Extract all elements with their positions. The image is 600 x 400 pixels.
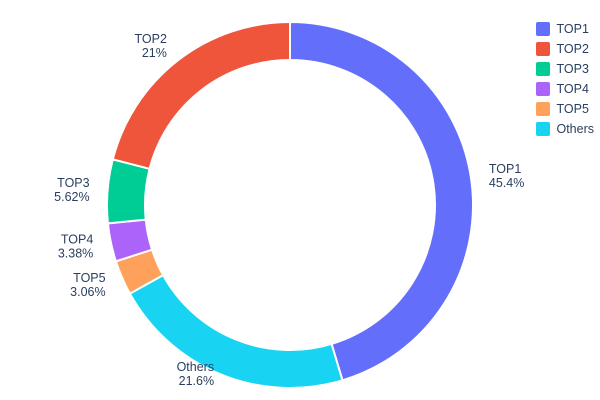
legend-item-top1[interactable]: TOP1 xyxy=(536,22,594,36)
slice-label-name-top5: TOP5 xyxy=(73,271,105,285)
slice-label-pct-top2: 21% xyxy=(142,46,167,60)
legend-swatch-top4 xyxy=(536,82,551,96)
slice-label-pct-top3: 5.62% xyxy=(54,190,89,204)
slice-label-pct-top5: 3.06% xyxy=(70,285,105,299)
legend-label: TOP3 xyxy=(556,61,589,76)
legend: TOP1 TOP2 TOP3 TOP4 TOP5 Others xyxy=(536,22,594,136)
slice-label-pct-others: 21.6% xyxy=(179,374,214,388)
legend-item-top4[interactable]: TOP4 xyxy=(536,82,594,96)
legend-item-top2[interactable]: TOP2 xyxy=(536,42,594,56)
slice-label-pct-top1: 45.4% xyxy=(489,176,524,190)
legend-label: TOP1 xyxy=(556,21,589,36)
legend-swatch-top1 xyxy=(536,22,551,36)
legend-item-top3[interactable]: TOP3 xyxy=(536,62,594,76)
slice-label-name-top2: TOP2 xyxy=(134,32,166,46)
slice-top3[interactable] xyxy=(106,158,151,225)
slice-label-name-top3: TOP3 xyxy=(57,176,89,190)
legend-label: Others xyxy=(556,121,594,136)
slice-label-name-top1: TOP1 xyxy=(489,162,521,176)
slice-others[interactable] xyxy=(128,273,344,389)
legend-label: TOP2 xyxy=(556,41,589,56)
legend-swatch-top3 xyxy=(536,62,551,76)
legend-swatch-top5 xyxy=(536,102,551,116)
legend-item-others[interactable]: Others xyxy=(536,122,594,136)
legend-swatch-others xyxy=(536,122,551,136)
slice-top1[interactable] xyxy=(289,20,474,382)
legend-label: TOP5 xyxy=(556,101,589,116)
slice-label-pct-top4: 3.38% xyxy=(58,246,93,260)
legend-item-top5[interactable]: TOP5 xyxy=(536,102,594,116)
slice-label-name-top4: TOP4 xyxy=(61,232,93,246)
legend-swatch-top2 xyxy=(536,42,551,56)
slice-label-name-others: Others xyxy=(177,360,215,374)
legend-label: TOP4 xyxy=(556,81,589,96)
slice-top2[interactable] xyxy=(111,20,291,171)
